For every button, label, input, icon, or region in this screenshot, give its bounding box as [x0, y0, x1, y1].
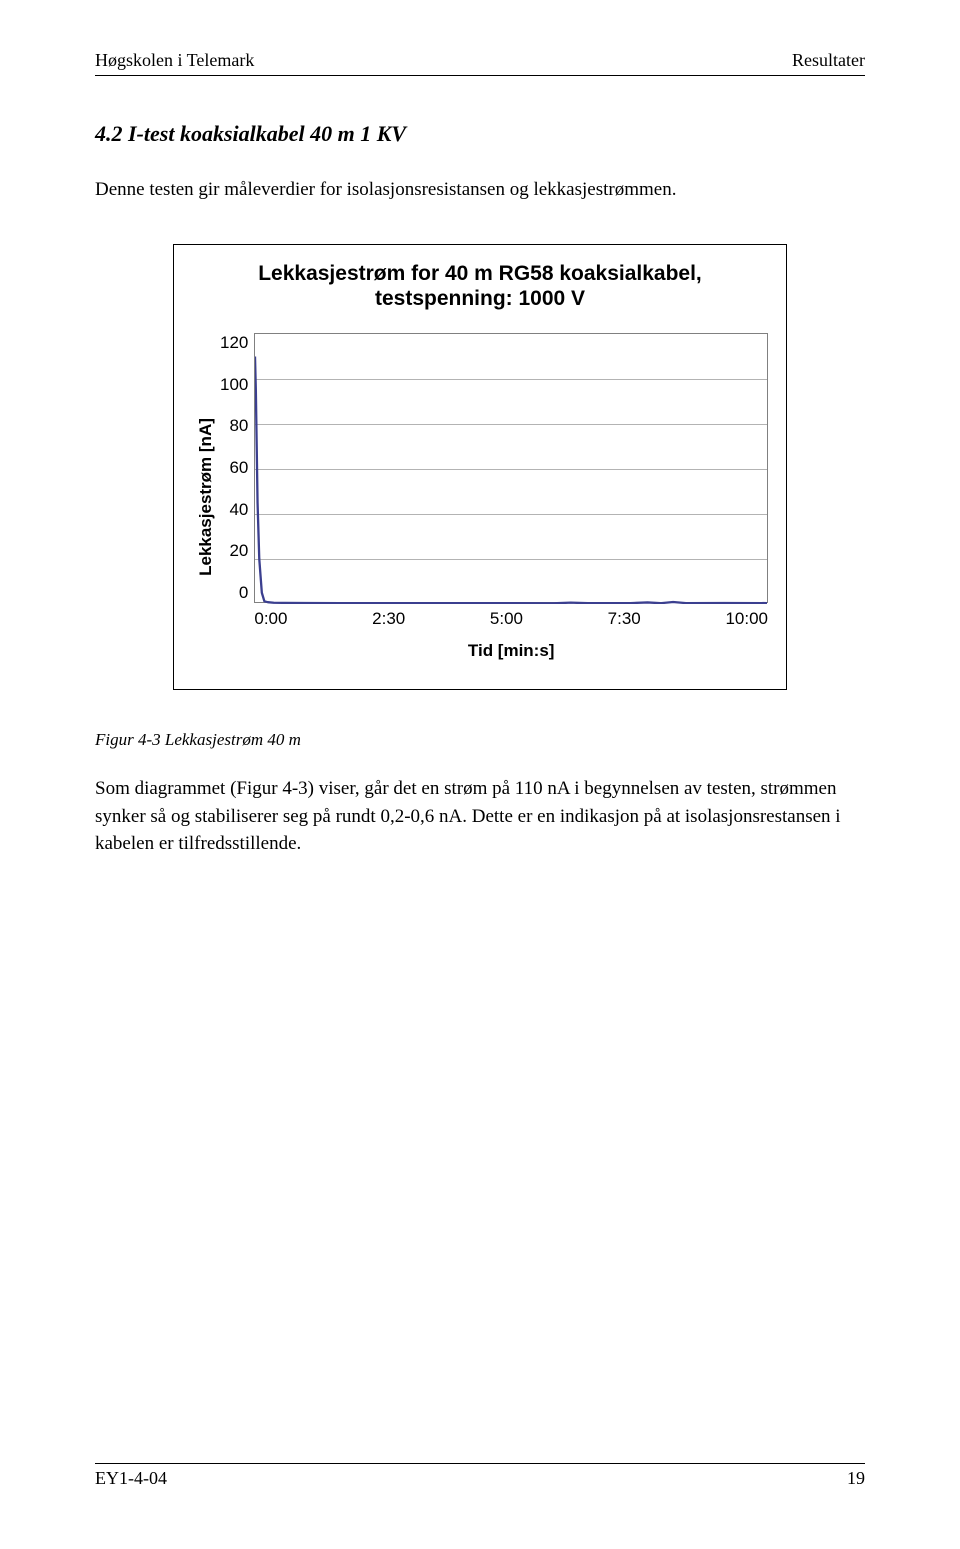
y-tick-label: 0: [239, 583, 248, 603]
x-tick-label: 10:00: [725, 609, 768, 629]
chart-body: Lekkasjestrøm [nA] 120 100 80 60 40 20 0 0:00 2…: [192, 333, 768, 661]
header-right: Resultater: [792, 50, 865, 71]
header-left: Høgskolen i Telemark: [95, 50, 254, 71]
page-footer: EY1-4-04 19: [95, 1463, 865, 1489]
footer-row: EY1-4-04 19: [95, 1468, 865, 1489]
plot-area: [254, 333, 768, 603]
footer-left: EY1-4-04: [95, 1468, 167, 1489]
chart-ylabel: Lekkasjestrøm [nA]: [196, 418, 216, 576]
body-paragraph: Som diagrammet (Figur 4-3) viser, går de…: [95, 775, 865, 858]
y-tick-label: 40: [229, 500, 248, 520]
plot-area-wrap: 0:00 2:30 5:00 7:30 10:00 Tid [min:s]: [254, 333, 768, 661]
x-tick-label: 7:30: [608, 609, 641, 629]
figure-caption: Figur 4-3 Lekkasjestrøm 40 m: [95, 730, 865, 750]
plot-with-yticks: 120 100 80 60 40 20 0 0:00 2:30 5:00 7:30 10:00 Ti…: [220, 333, 768, 661]
y-tick-label: 120: [220, 333, 248, 353]
chart-title: Lekkasjestrøm for 40 m RG58 koaksialkabe…: [192, 261, 768, 311]
plot-column: 120 100 80 60 40 20 0 0:00 2:30 5:00 7:30 10:00 Ti…: [220, 333, 768, 661]
x-tick-label: 0:00: [254, 609, 287, 629]
chart-title-line1: Lekkasjestrøm for 40 m RG58 koaksialkabe…: [258, 262, 702, 285]
chart-line: [255, 334, 767, 604]
chart-xlabel: Tid [min:s]: [254, 641, 768, 661]
page-header: Høgskolen i Telemark Resultater: [0, 0, 960, 75]
chart-container: Lekkasjestrøm for 40 m RG58 koaksialkabe…: [173, 244, 787, 690]
x-tick-label: 5:00: [490, 609, 523, 629]
content: 4.2 I-test koaksialkabel 40 m 1 KV Denne…: [0, 121, 960, 858]
x-axis-ticks: 0:00 2:30 5:00 7:30 10:00: [254, 603, 768, 629]
section-heading: 4.2 I-test koaksialkabel 40 m 1 KV: [95, 121, 865, 147]
chart-title-line2: testspenning: 1000 V: [375, 287, 585, 310]
x-tick-label: 2:30: [372, 609, 405, 629]
intro-paragraph: Denne testen gir måleverdier for isolasj…: [95, 177, 865, 204]
ylabel-wrap: Lekkasjestrøm [nA]: [192, 333, 220, 661]
y-tick-label: 20: [229, 541, 248, 561]
footer-overline: [95, 1463, 865, 1464]
footer-page-number: 19: [847, 1468, 865, 1489]
y-tick-label: 100: [220, 375, 248, 395]
y-axis-ticks: 120 100 80 60 40 20 0: [220, 333, 254, 603]
header-underline: [95, 75, 865, 76]
y-tick-label: 60: [229, 458, 248, 478]
y-tick-label: 80: [229, 416, 248, 436]
